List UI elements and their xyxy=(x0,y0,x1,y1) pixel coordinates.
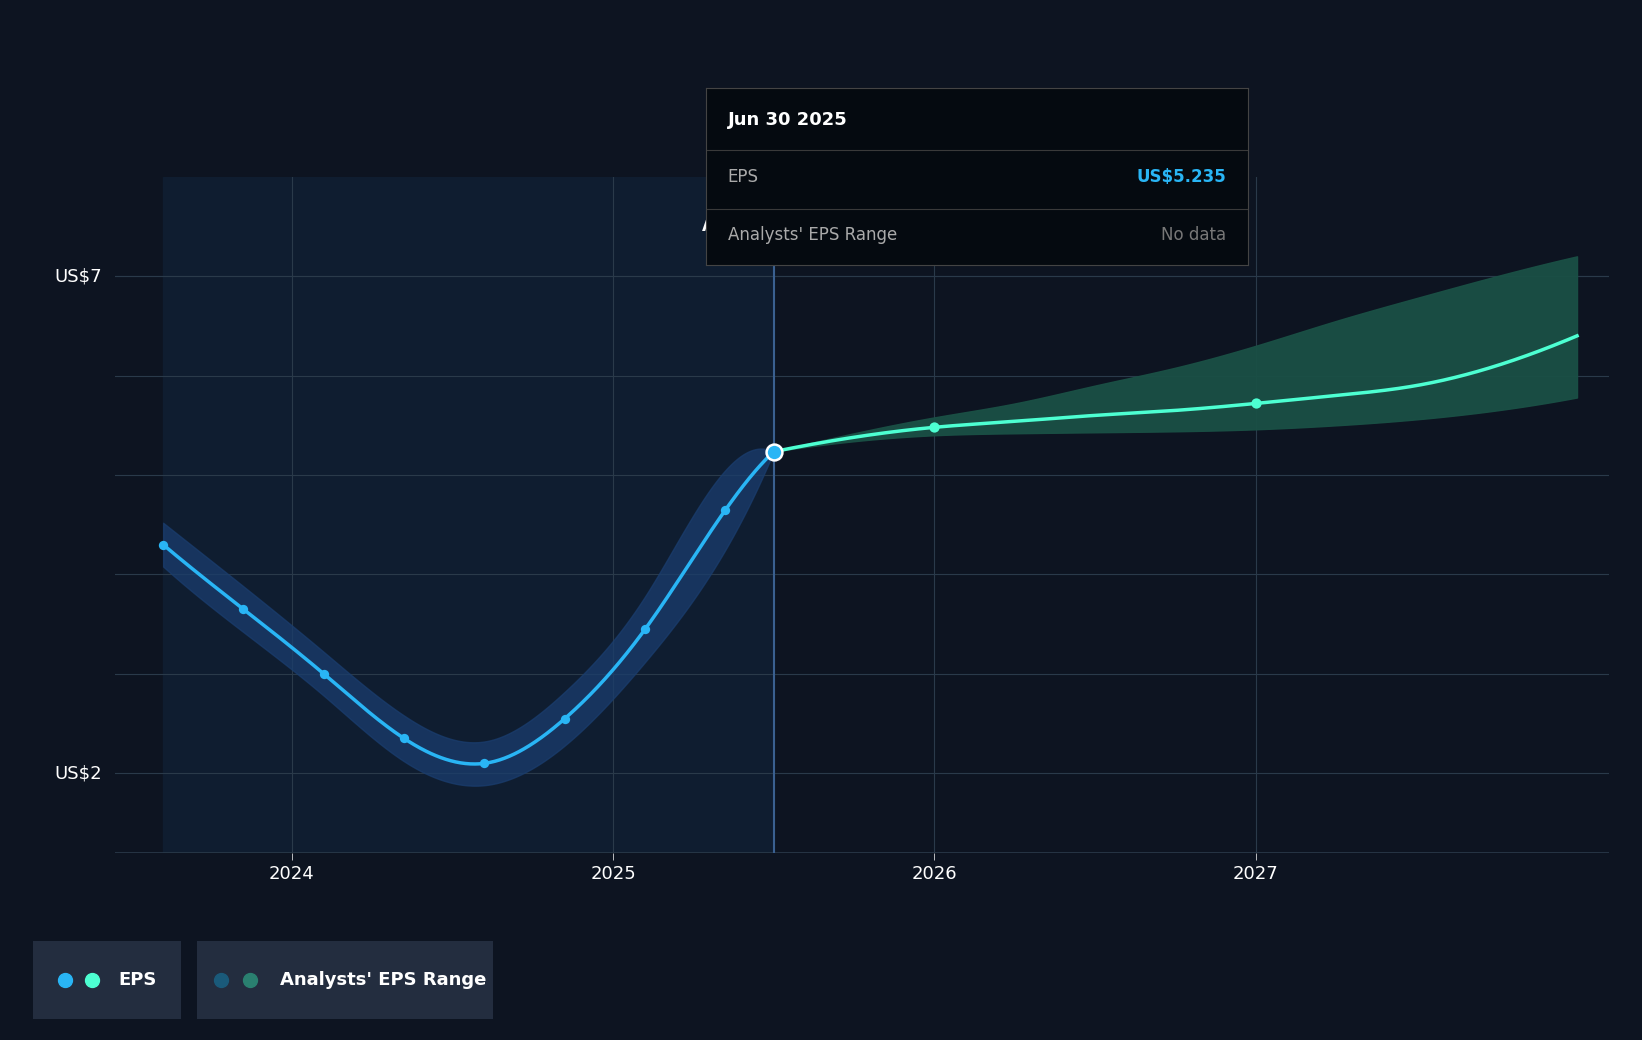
Point xyxy=(79,971,105,988)
Point xyxy=(713,501,739,518)
Point xyxy=(471,755,498,772)
Point xyxy=(236,971,263,988)
Point xyxy=(53,971,79,988)
Text: Jun 30 2025: Jun 30 2025 xyxy=(727,111,847,129)
Text: US$7: US$7 xyxy=(54,267,102,285)
Text: US$5.235: US$5.235 xyxy=(1136,167,1227,186)
Text: Analysts' EPS Range: Analysts' EPS Range xyxy=(279,971,486,989)
Text: Analysts Forecasts: Analysts Forecasts xyxy=(800,217,954,235)
Text: No data: No data xyxy=(1161,226,1227,244)
Text: EPS: EPS xyxy=(727,167,759,186)
Bar xyxy=(163,177,773,853)
Point xyxy=(310,666,337,682)
Point xyxy=(1243,395,1269,412)
Point xyxy=(207,971,233,988)
Point xyxy=(230,601,256,618)
Point xyxy=(632,621,658,638)
Point xyxy=(391,730,417,747)
Text: EPS: EPS xyxy=(118,971,158,989)
Text: US$2: US$2 xyxy=(54,764,102,782)
Point xyxy=(760,443,787,460)
Text: Analysts' EPS Range: Analysts' EPS Range xyxy=(727,226,897,244)
Point xyxy=(149,537,176,553)
Point xyxy=(552,710,578,727)
Point xyxy=(921,419,947,436)
Text: Actual: Actual xyxy=(701,217,760,235)
